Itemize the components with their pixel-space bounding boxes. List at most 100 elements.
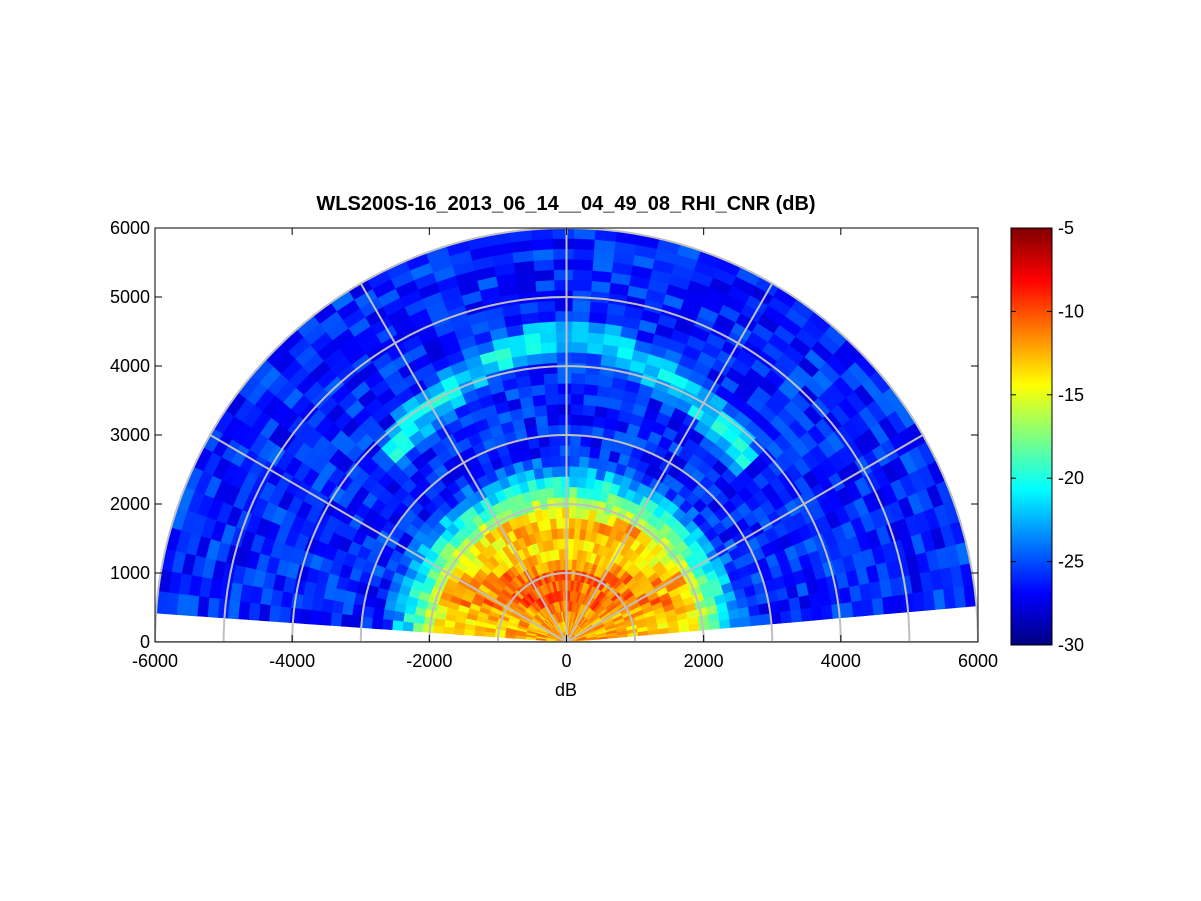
field-cell	[340, 613, 353, 628]
colorbar-tick-label: -10	[1058, 301, 1084, 321]
colorbar-tick-label: -15	[1058, 385, 1084, 405]
field-cell	[557, 403, 571, 415]
y-tick-label: 4000	[110, 356, 150, 376]
field-cell	[569, 424, 582, 436]
field-cell	[579, 445, 591, 458]
colorbar	[1010, 227, 1053, 646]
field-cell	[551, 228, 575, 239]
field-cell	[569, 465, 580, 478]
field-cell	[341, 602, 355, 616]
field-cell	[372, 607, 385, 620]
field-cell	[573, 528, 581, 540]
field-cell	[560, 465, 570, 477]
field-cell	[540, 456, 552, 469]
field-cell	[554, 507, 563, 519]
field-cell	[422, 623, 435, 633]
field-cell	[532, 258, 554, 272]
field-cell	[586, 342, 604, 355]
field-cell	[557, 393, 572, 405]
field-cell	[568, 486, 578, 498]
field-cell	[557, 382, 572, 395]
field-cell	[555, 320, 573, 333]
x-axis-label: dB	[555, 680, 577, 700]
field-cell	[570, 403, 584, 416]
field-cell	[548, 434, 561, 447]
field-cell	[533, 269, 555, 282]
field-cell	[572, 538, 580, 550]
field-cell	[550, 465, 562, 478]
field-cell	[561, 517, 570, 529]
field-cell	[559, 455, 571, 467]
field-cell	[589, 300, 609, 314]
field-cell	[556, 372, 572, 384]
field-cell	[527, 363, 544, 376]
field-cell	[547, 424, 560, 437]
field-cell	[577, 466, 589, 478]
field-cell	[567, 527, 575, 540]
y-tick-label: 5000	[110, 287, 150, 307]
field-cell	[568, 476, 579, 488]
field-cell	[553, 289, 573, 302]
field-cell	[412, 614, 426, 625]
field-cell	[576, 476, 587, 489]
field-cell	[570, 393, 585, 405]
field-cell	[568, 517, 576, 529]
field-cell	[559, 445, 571, 457]
field-cell	[588, 311, 607, 324]
field-cell	[248, 602, 261, 621]
field-cell	[309, 610, 322, 626]
field-cell	[583, 487, 594, 500]
field-cell	[573, 228, 596, 240]
field-cell	[531, 394, 547, 407]
field-cell	[552, 238, 574, 250]
field-cell	[584, 362, 601, 376]
field-cell	[584, 373, 600, 386]
field-cell	[556, 351, 572, 364]
field-cell	[278, 606, 292, 623]
field-cell	[574, 507, 584, 520]
field-cell	[570, 362, 587, 374]
field-cell	[571, 341, 588, 354]
field-cell	[536, 300, 556, 313]
field-cell	[572, 238, 595, 251]
field-cell	[555, 341, 573, 353]
colorbar-tick-label: -20	[1058, 468, 1084, 488]
field-cell	[586, 331, 605, 345]
field-cell	[542, 372, 558, 385]
field-cell	[739, 615, 752, 628]
field-cell	[588, 446, 601, 459]
radial-line	[209, 434, 568, 642]
field-cell	[545, 403, 559, 416]
field-cell	[541, 466, 553, 479]
field-cell	[541, 362, 558, 375]
colorbar-tick-label: -30	[1058, 635, 1084, 655]
field-cell	[558, 434, 571, 446]
field-cell	[560, 476, 570, 488]
field-cell	[558, 424, 571, 436]
x-tick-label: 6000	[958, 651, 998, 671]
field-cell	[258, 603, 271, 622]
field-cell	[391, 620, 404, 631]
field-cell	[571, 331, 589, 343]
field-cell	[401, 621, 414, 632]
field-cell	[330, 612, 343, 627]
field-cell	[587, 321, 606, 335]
field-cell	[553, 496, 563, 509]
field-cell	[549, 445, 561, 457]
field-cell	[532, 248, 554, 261]
field-cell	[561, 496, 570, 508]
field-cell	[540, 341, 557, 354]
field-cell	[539, 331, 557, 344]
field-cell	[268, 605, 281, 623]
field-cell	[443, 626, 455, 635]
x-tick-label: -6000	[132, 651, 178, 671]
field-cell	[561, 507, 570, 519]
field-cell	[572, 269, 593, 281]
field-cell	[582, 393, 597, 407]
field-cell	[574, 517, 582, 530]
field-cell	[567, 548, 574, 560]
field-cell	[556, 362, 572, 374]
field-cell	[558, 413, 571, 426]
field-cell	[381, 618, 394, 631]
field-cell	[570, 372, 586, 385]
